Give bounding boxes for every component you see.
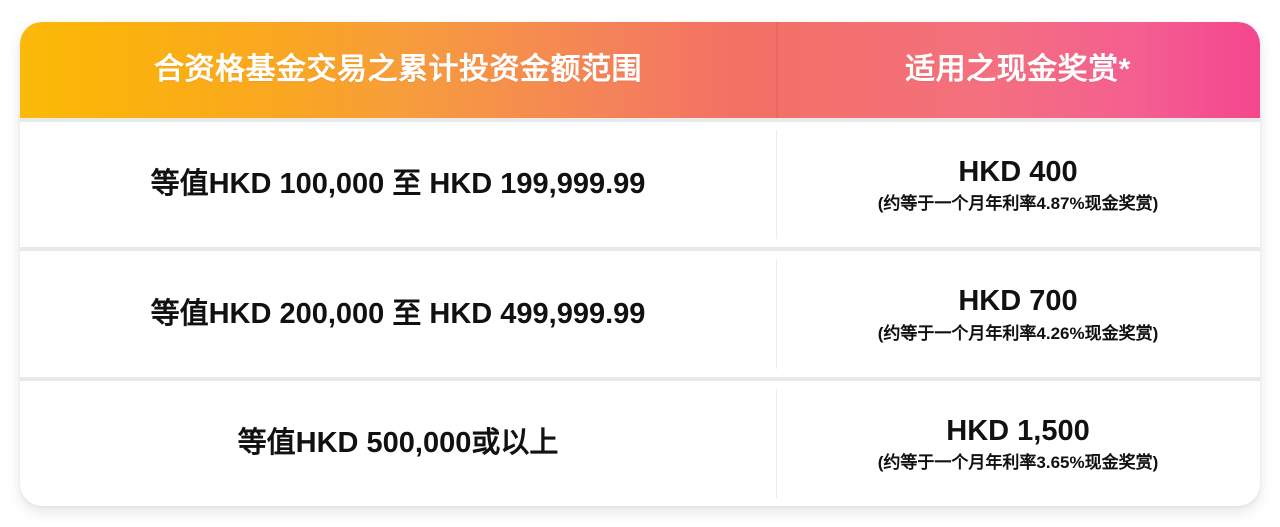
cash-reward-note: (约等于一个月年利率3.65%现金奖赏) <box>877 452 1159 472</box>
cell-investment-range: 等值HKD 200,000 至 HKD 499,999.99 <box>20 251 776 376</box>
cell-cash-reward: HKD 700 (约等于一个月年利率4.26%现金奖赏) <box>776 251 1260 376</box>
cell-cash-reward: HKD 1,500 (约等于一个月年利率3.65%现金奖赏) <box>776 381 1260 506</box>
cell-investment-range: 等值HKD 100,000 至 HKD 199,999.99 <box>20 122 776 247</box>
reward-tier-table: 合资格基金交易之累计投资金额范围 适用之现金奖赏* 等值HKD 100,000 … <box>20 22 1260 506</box>
cash-reward-amount: HKD 700 <box>958 285 1078 318</box>
header-cell-cash-reward: 适用之现金奖赏* <box>776 22 1260 118</box>
cash-reward-note: (约等于一个月年利率4.87%现金奖赏) <box>877 194 1159 214</box>
table-header-row: 合资格基金交易之累计投资金额范围 适用之现金奖赏* <box>20 22 1260 118</box>
investment-range-text: 等值HKD 200,000 至 HKD 499,999.99 <box>150 297 646 330</box>
cash-reward-amount: HKD 1,500 <box>946 414 1090 447</box>
header-label-cash-reward: 适用之现金奖赏* <box>905 53 1131 86</box>
table-row: 等值HKD 200,000 至 HKD 499,999.99 HKD 700 (… <box>20 251 1260 377</box>
table-row: 等值HKD 100,000 至 HKD 199,999.99 HKD 400 (… <box>20 122 1260 248</box>
investment-range-text: 等值HKD 500,000或以上 <box>237 426 559 459</box>
table-row: 等值HKD 500,000或以上 HKD 1,500 (约等于一个月年利率3.6… <box>20 380 1260 506</box>
header-label-investment-range: 合资格基金交易之累计投资金额范围 <box>154 53 642 86</box>
cash-reward-amount: HKD 400 <box>958 155 1078 188</box>
investment-range-text: 等值HKD 100,000 至 HKD 199,999.99 <box>150 168 646 201</box>
header-cell-investment-range: 合资格基金交易之累计投资金额范围 <box>20 22 776 118</box>
table-body: 等值HKD 100,000 至 HKD 199,999.99 HKD 400 (… <box>20 118 1260 506</box>
cell-investment-range: 等值HKD 500,000或以上 <box>20 381 776 506</box>
cash-reward-note: (约等于一个月年利率4.26%现金奖赏) <box>877 323 1159 343</box>
cell-cash-reward: HKD 400 (约等于一个月年利率4.87%现金奖赏) <box>776 122 1260 247</box>
